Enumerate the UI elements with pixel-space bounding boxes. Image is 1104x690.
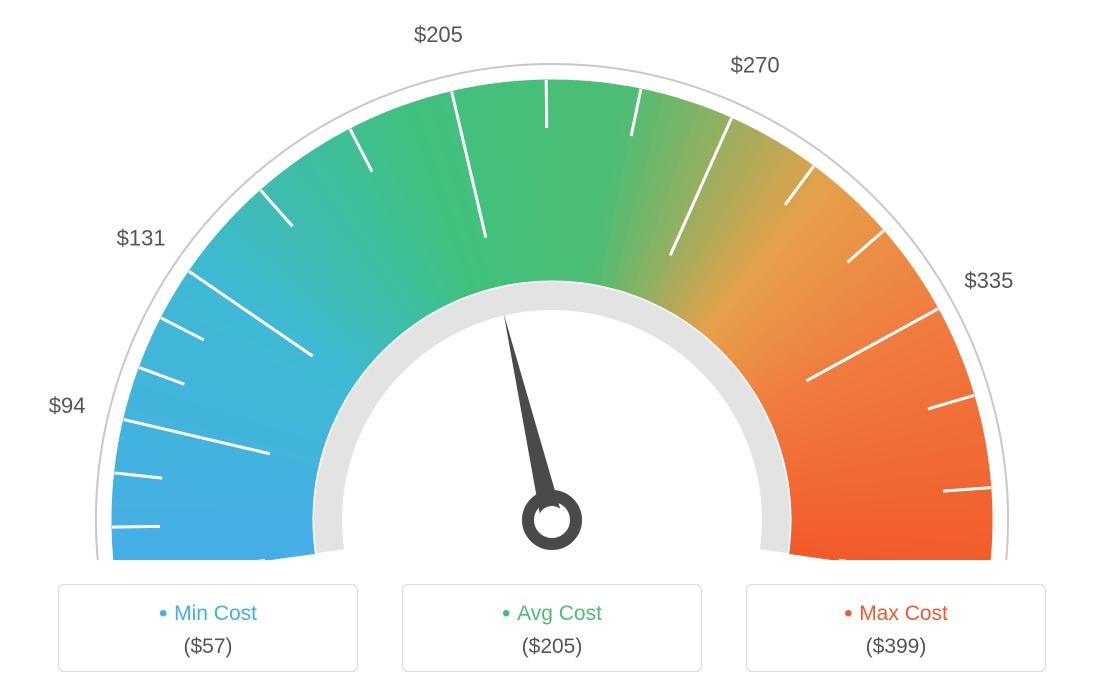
cost-gauge-chart: $57$94$131$205$270$335$399 [0, 0, 1104, 560]
legend-row: Min Cost ($57) Avg Cost ($205) Max Cost … [0, 584, 1104, 672]
legend-label-min: Min Cost [59, 599, 357, 627]
gauge-svg: $57$94$131$205$270$335$399 [0, 0, 1104, 560]
legend-label-max: Max Cost [747, 599, 1045, 627]
gauge-tick-label: $335 [964, 268, 1013, 293]
gauge-tick-label: $94 [49, 393, 86, 418]
gauge-tick-label: $270 [731, 52, 780, 77]
gauge-needle-hub-inner [538, 506, 566, 534]
legend-value-max: ($399) [747, 635, 1045, 659]
legend-label-avg: Avg Cost [403, 599, 701, 627]
legend-card-max: Max Cost ($399) [746, 584, 1046, 672]
legend-value-avg: ($205) [403, 635, 701, 659]
legend-card-min: Min Cost ($57) [58, 584, 358, 672]
gauge-tick-label: $131 [117, 226, 166, 251]
legend-value-min: ($57) [59, 635, 357, 659]
legend-card-avg: Avg Cost ($205) [402, 584, 702, 672]
gauge-tick-label: $205 [414, 22, 463, 47]
